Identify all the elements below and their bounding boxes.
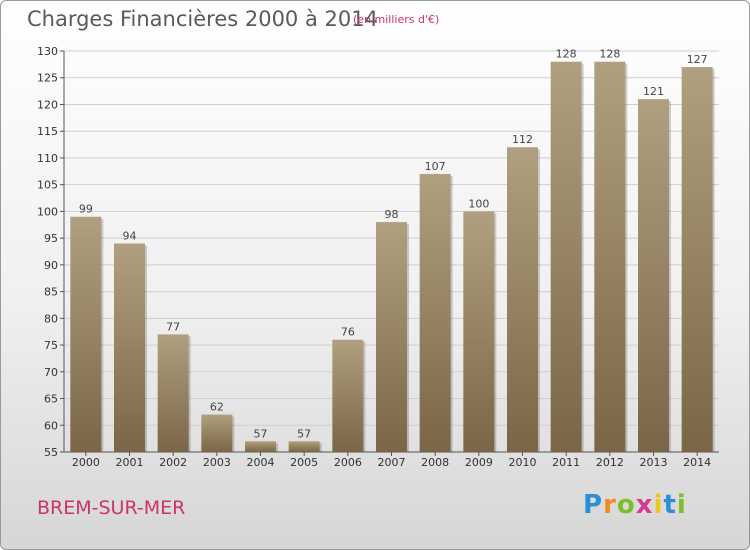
y-tick-label: 100 bbox=[37, 205, 58, 218]
bar-2012 bbox=[594, 61, 626, 453]
bar-2000 bbox=[70, 216, 102, 452]
y-tick-label: 130 bbox=[37, 45, 58, 58]
x-tick-label-2004: 2004 bbox=[247, 456, 275, 469]
x-tick-label-2007: 2007 bbox=[378, 456, 406, 469]
data-label-2009: 100 bbox=[468, 197, 489, 210]
y-tick-label: 80 bbox=[44, 312, 58, 325]
data-label-2011: 128 bbox=[556, 48, 577, 61]
bar-2003 bbox=[201, 414, 233, 452]
x-tick-label-2013: 2013 bbox=[640, 456, 668, 469]
data-label-2008: 107 bbox=[425, 160, 446, 173]
y-tick-label: 125 bbox=[37, 72, 58, 85]
bars bbox=[70, 61, 715, 453]
x-tick-label-2006: 2006 bbox=[334, 456, 362, 469]
x-tick-label-2010: 2010 bbox=[509, 456, 537, 469]
data-label-2006: 76 bbox=[341, 326, 355, 339]
chart-title: Charges Financières 2000 à 2014 bbox=[27, 7, 378, 31]
bar-2005 bbox=[288, 441, 320, 452]
y-tick-label: 70 bbox=[44, 366, 58, 379]
y-tick-label: 75 bbox=[44, 339, 58, 352]
y-tick-label: 55 bbox=[44, 446, 58, 459]
data-label-2003: 62 bbox=[210, 401, 224, 414]
logo-letter: x bbox=[635, 490, 654, 520]
bar-2013 bbox=[638, 99, 669, 453]
bar-2011 bbox=[550, 61, 582, 453]
commune-name: BREM-SUR-MER bbox=[37, 497, 186, 519]
x-tick-label-2014: 2014 bbox=[683, 456, 711, 469]
y-tick-label: 60 bbox=[44, 419, 58, 432]
y-tick-label: 105 bbox=[37, 179, 58, 192]
bar-2006 bbox=[332, 339, 364, 452]
y-tick-label: 85 bbox=[44, 286, 58, 299]
x-tick-label-2005: 2005 bbox=[290, 456, 318, 469]
data-label-2012: 128 bbox=[599, 48, 620, 61]
data-label-2013: 121 bbox=[643, 85, 664, 98]
x-tick-label-2000: 2000 bbox=[72, 456, 100, 469]
bar-2008 bbox=[419, 173, 451, 452]
y-tick-label: 120 bbox=[37, 98, 58, 111]
bar-2001 bbox=[114, 243, 145, 452]
data-label-2007: 98 bbox=[385, 208, 399, 221]
logo-letter: i bbox=[653, 490, 664, 520]
x-tick-label-2011: 2011 bbox=[552, 456, 580, 469]
bar-2009 bbox=[463, 211, 495, 452]
data-labels: 99 94 77 62 57 57 76 98 107 100 112 128 128 121 127 bbox=[79, 48, 708, 441]
logo-letter: i bbox=[676, 490, 687, 520]
x-tick-label-2009: 2009 bbox=[465, 456, 493, 469]
data-label-2002: 77 bbox=[166, 320, 180, 333]
bar-2002 bbox=[157, 334, 189, 452]
x-tick-label-2003: 2003 bbox=[203, 456, 231, 469]
data-label-2004: 57 bbox=[254, 427, 268, 440]
data-label-2010: 112 bbox=[512, 133, 533, 146]
data-label-2001: 94 bbox=[123, 229, 137, 242]
y-tick-label: 65 bbox=[44, 393, 58, 406]
bar-2004 bbox=[245, 441, 276, 452]
data-label-2005: 57 bbox=[297, 427, 311, 440]
data-label-2014: 127 bbox=[687, 53, 708, 66]
logo-letter: t bbox=[663, 490, 677, 520]
y-tick-label: 95 bbox=[44, 232, 58, 245]
chart-subtitle: (en milliers d'€) bbox=[353, 13, 440, 26]
logo-letter: P bbox=[583, 490, 604, 520]
y-tick-label: 115 bbox=[37, 125, 58, 138]
proxiti-logo: Proxiti bbox=[583, 490, 687, 520]
x-tick-label-2008: 2008 bbox=[421, 456, 449, 469]
x-tick-label-2002: 2002 bbox=[159, 456, 187, 469]
bar-2007 bbox=[376, 222, 407, 452]
bar-2010 bbox=[507, 147, 538, 453]
x-tick-label-2001: 2001 bbox=[116, 456, 144, 469]
logo-letter: o bbox=[616, 490, 636, 520]
y-tick-label: 90 bbox=[44, 259, 58, 272]
logo-letter: r bbox=[603, 490, 617, 520]
x-tick-label-2012: 2012 bbox=[596, 456, 624, 469]
y-tick-label: 110 bbox=[37, 152, 58, 165]
data-label-2000: 99 bbox=[79, 203, 93, 216]
bar-2014 bbox=[681, 67, 713, 452]
